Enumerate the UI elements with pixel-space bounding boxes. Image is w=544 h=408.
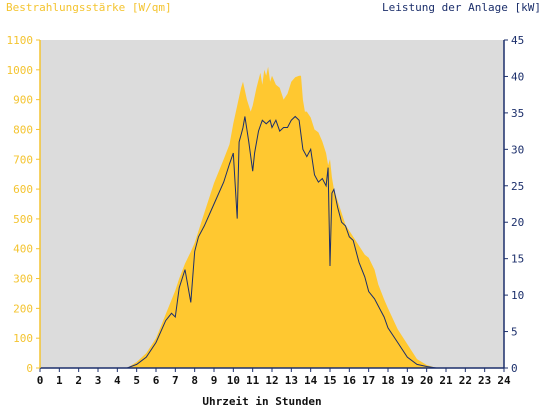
x-tick-label: 0 bbox=[37, 374, 44, 387]
left-tick-label: 100 bbox=[13, 332, 33, 345]
right-tick-label: 25 bbox=[511, 180, 524, 193]
irradiance-area-layer bbox=[40, 66, 504, 369]
right-tick-label: 0 bbox=[511, 362, 518, 375]
x-tick-label: 1 bbox=[56, 374, 63, 387]
x-tick-label: 8 bbox=[191, 374, 198, 387]
x-tick-label: 22 bbox=[459, 374, 472, 387]
left-tick-label: 600 bbox=[13, 183, 33, 196]
irradiance-area bbox=[40, 66, 504, 369]
tick-labels-layer: 0 1 2 3 4 5 6 7 8 9 10 11 12 13 14 15 16 17 18 19 20 21 22 23 24… bbox=[7, 34, 525, 387]
right-tick-label: 30 bbox=[511, 143, 524, 156]
x-tick-label: 15 bbox=[323, 374, 336, 387]
left-tick-label: 1100 bbox=[7, 34, 34, 47]
left-tick-label: 700 bbox=[13, 153, 33, 166]
x-tick-label: 20 bbox=[420, 374, 433, 387]
x-tick-label: 18 bbox=[381, 374, 394, 387]
x-tick-label: 13 bbox=[285, 374, 298, 387]
left-tick-label: 1000 bbox=[7, 64, 34, 77]
x-tick-label: 16 bbox=[343, 374, 357, 387]
x-tick-label: 5 bbox=[133, 374, 140, 387]
left-tick-label: 900 bbox=[13, 94, 33, 107]
x-tick-label: 17 bbox=[362, 374, 375, 387]
x-axis-title: Uhrzeit in Stunden bbox=[202, 395, 321, 408]
x-tick-label: 23 bbox=[478, 374, 491, 387]
right-tick-label: 5 bbox=[511, 326, 518, 339]
right-tick-label: 45 bbox=[511, 34, 524, 47]
left-tick-label: 0 bbox=[26, 362, 33, 375]
x-tick-label: 19 bbox=[401, 374, 414, 387]
x-tick-label: 24 bbox=[497, 374, 511, 387]
x-tick-label: 12 bbox=[265, 374, 278, 387]
x-tick-label: 2 bbox=[75, 374, 82, 387]
x-tick-label: 6 bbox=[153, 374, 160, 387]
right-tick-label: 40 bbox=[511, 70, 524, 83]
left-axis-title: Bestrahlungsstärke [W/qm] bbox=[6, 1, 172, 14]
x-tick-label: 9 bbox=[211, 374, 218, 387]
x-tick-label: 14 bbox=[304, 374, 318, 387]
left-tick-label: 300 bbox=[13, 273, 33, 286]
right-tick-label: 10 bbox=[511, 289, 524, 302]
x-tick-label: 21 bbox=[439, 374, 453, 387]
axes-layer bbox=[36, 39, 508, 372]
right-axis-title: Leistung der Anlage [kW] bbox=[382, 1, 541, 14]
right-tick-label: 35 bbox=[511, 107, 524, 120]
left-tick-label: 800 bbox=[13, 123, 33, 136]
x-tick-label: 10 bbox=[227, 374, 240, 387]
power-line bbox=[40, 115, 504, 369]
left-tick-label: 500 bbox=[13, 213, 33, 226]
power-line-layer bbox=[40, 115, 504, 369]
x-tick-label: 3 bbox=[95, 374, 102, 387]
left-tick-label: 400 bbox=[13, 243, 33, 256]
x-tick-label: 7 bbox=[172, 374, 179, 387]
left-tick-label: 200 bbox=[13, 302, 33, 315]
x-tick-label: 11 bbox=[246, 374, 260, 387]
right-tick-label: 20 bbox=[511, 216, 524, 229]
right-tick-label: 15 bbox=[511, 253, 524, 266]
x-tick-label: 4 bbox=[114, 374, 121, 387]
